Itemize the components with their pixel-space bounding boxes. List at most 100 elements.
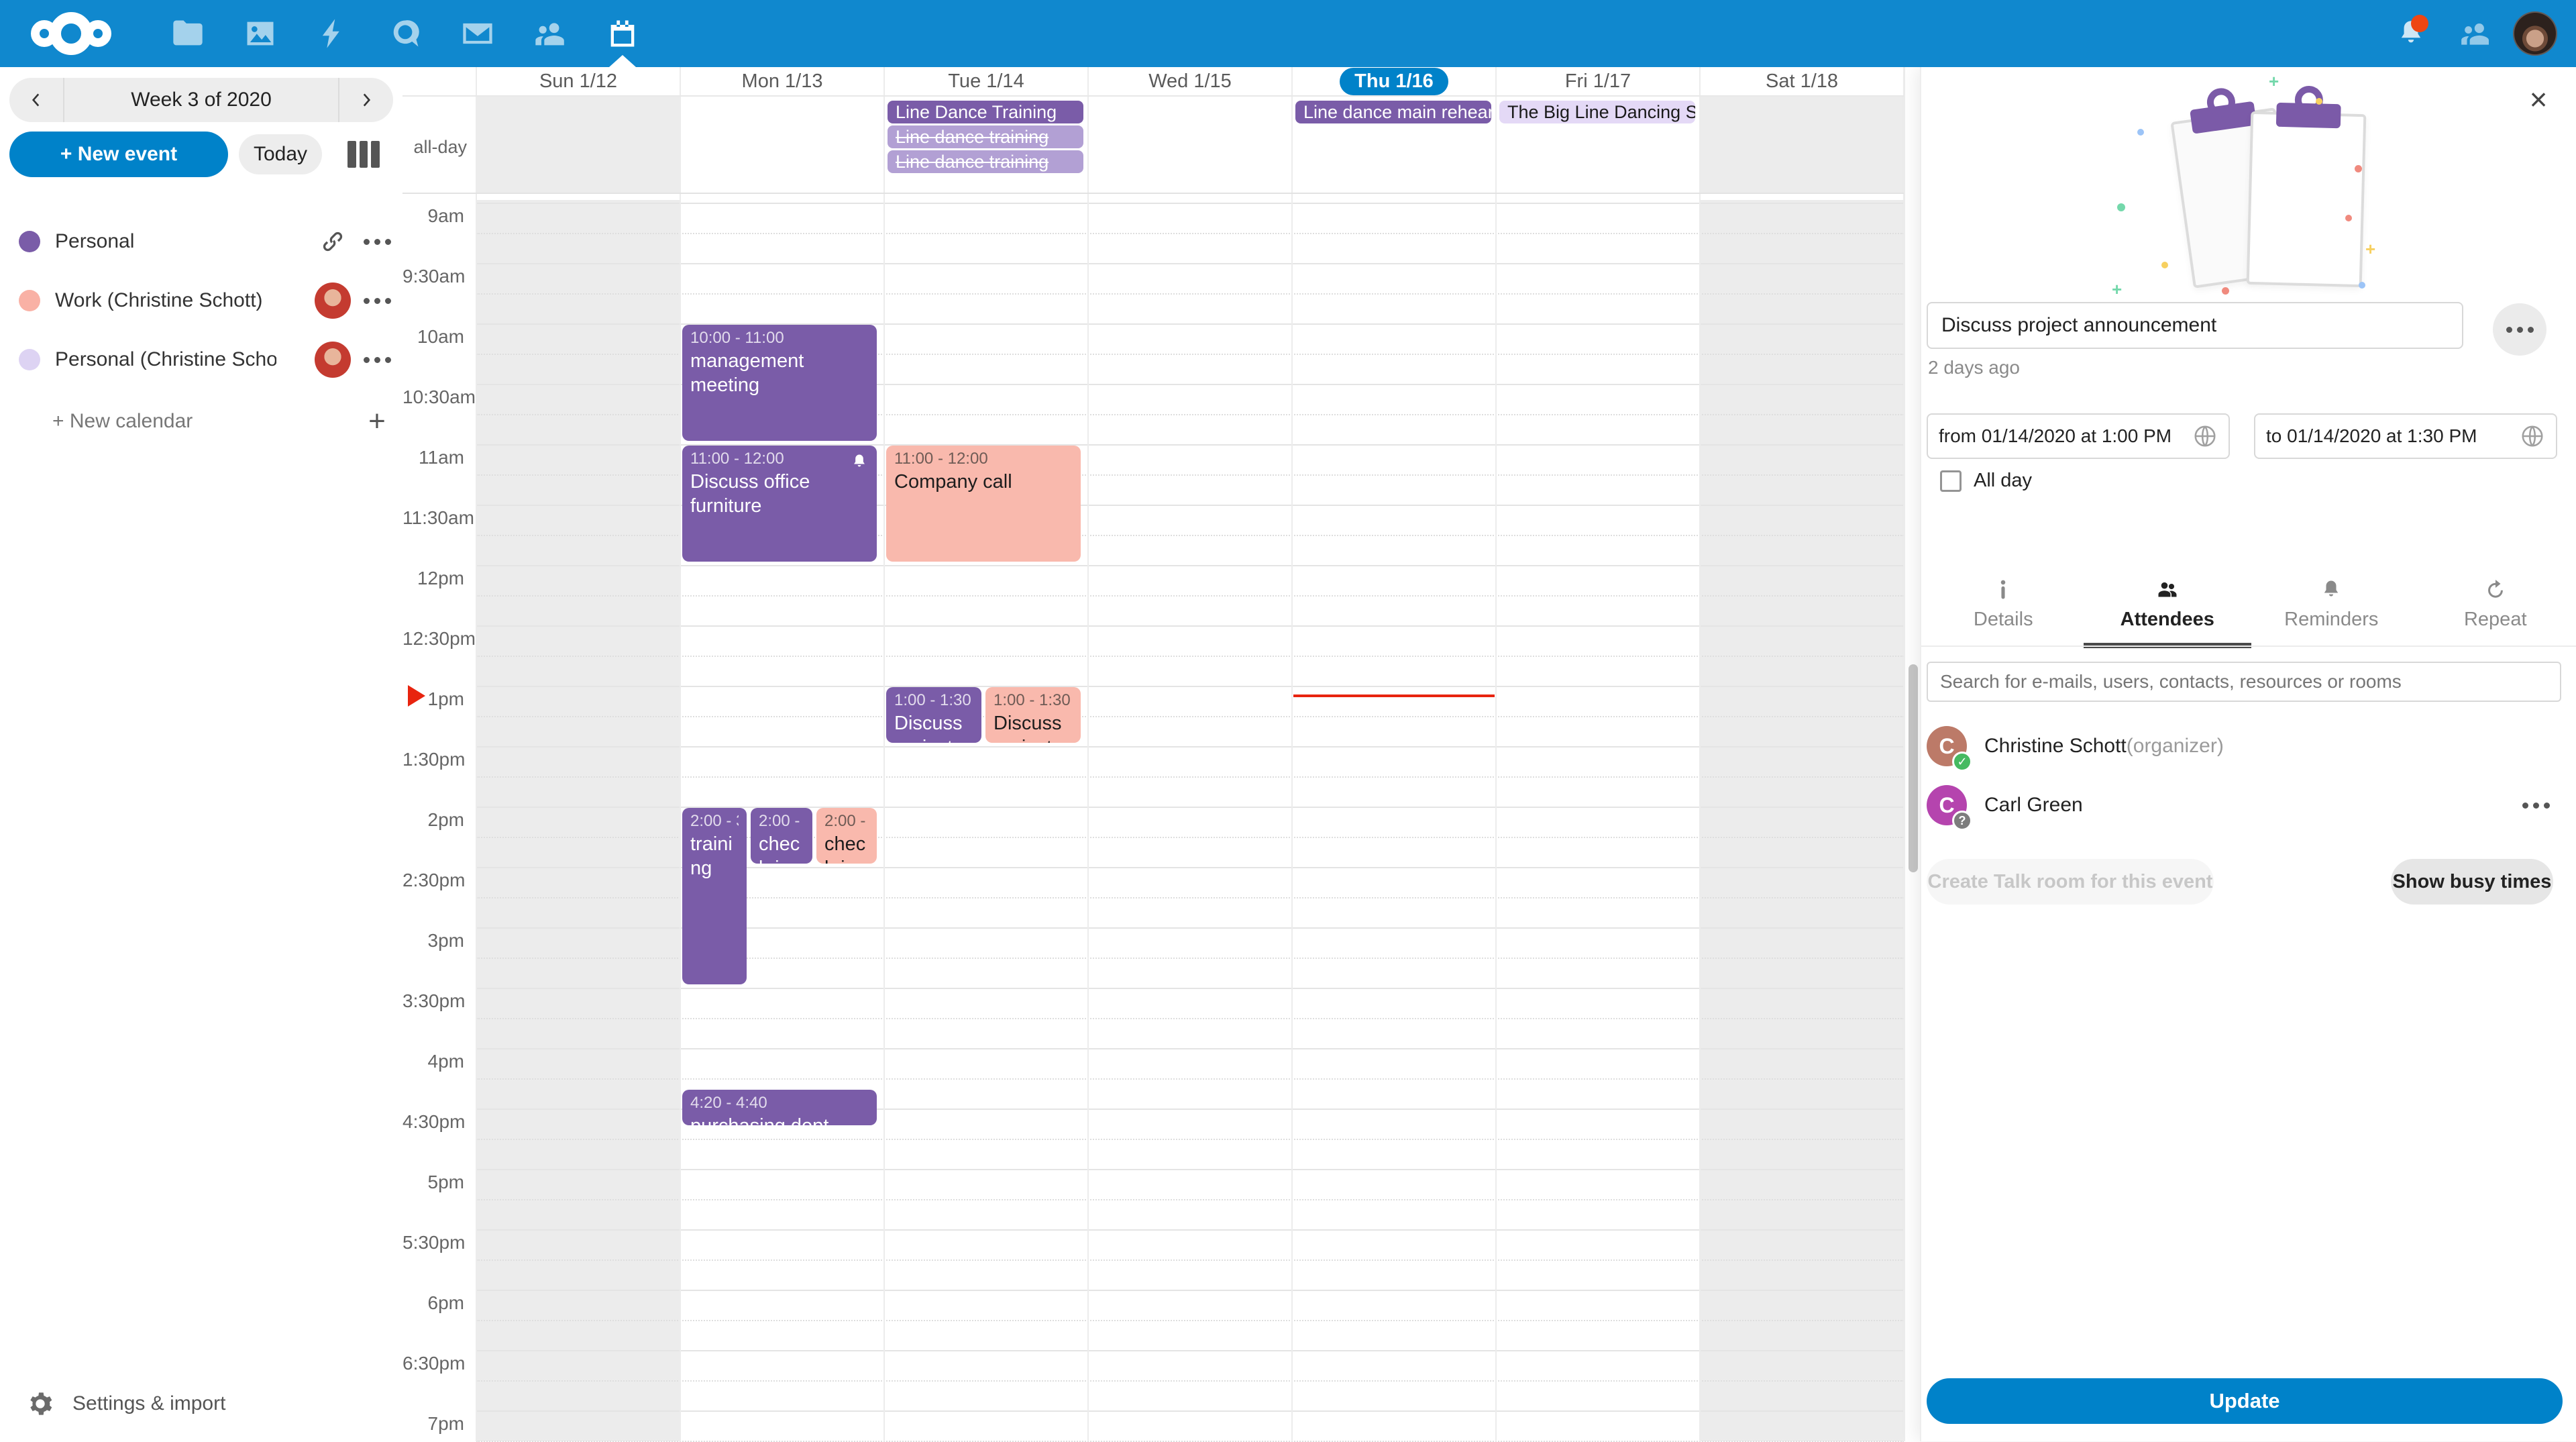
attendee-row[interactable]: C?Carl Green xyxy=(1927,781,2561,829)
allday-event[interactable]: Line Dance Training xyxy=(888,101,1083,123)
app-contacts-icon[interactable] xyxy=(514,0,586,67)
grid-line xyxy=(476,263,1904,264)
event-title-input[interactable] xyxy=(1927,302,2463,349)
week-label[interactable]: Week 3 of 2020 xyxy=(64,89,338,111)
allday-event[interactable]: The Big Line Dancing Show xyxy=(1499,101,1695,123)
calendar-color-dot xyxy=(19,349,40,370)
event-title: check-in xyxy=(824,832,869,864)
sidebar-calendar-work-christine-schott[interactable]: Work (Christine Schott) xyxy=(0,276,402,325)
day-header-5[interactable]: Fri 1/17 xyxy=(1496,67,1700,95)
clipboard-front xyxy=(2247,111,2367,287)
allday-event[interactable]: Line dance main rehearsal xyxy=(1295,101,1491,123)
time-label: 11am xyxy=(402,447,464,468)
grid-line xyxy=(476,233,1904,234)
event-time: 2:00 - 2:30 xyxy=(759,811,804,832)
show-busy-times-button[interactable]: Show busy times xyxy=(2391,859,2553,905)
all-day-toggle[interactable]: All day xyxy=(1928,470,2032,492)
new-calendar-button[interactable]: + New calendar+ xyxy=(0,397,402,446)
notifications-bell-icon[interactable] xyxy=(2379,0,2443,67)
event-actions-menu-button[interactable] xyxy=(2493,303,2546,356)
app-files-icon[interactable] xyxy=(152,0,224,67)
calendar-event[interactable]: 2:00 - 2:30check-in xyxy=(816,808,877,864)
active-app-pointer xyxy=(609,55,636,67)
sidebar-calendar-personal-christine-scho[interactable]: Personal (Christine Scho… xyxy=(0,336,402,384)
day-header-0[interactable]: Sun 1/12 xyxy=(476,67,680,95)
allday-event[interactable]: Line dance training xyxy=(888,125,1083,148)
all-day-checkbox[interactable] xyxy=(1940,470,1962,492)
column-border xyxy=(883,67,885,1441)
calendar-actions-icon[interactable] xyxy=(352,239,402,245)
scrollbar-thumb[interactable] xyxy=(1909,664,1918,872)
timezone-globe-icon[interactable] xyxy=(2192,423,2218,449)
share-link-icon[interactable] xyxy=(314,228,352,255)
grid-line xyxy=(476,1169,1904,1170)
grid-line xyxy=(476,656,1904,657)
attendee-row[interactable]: C✓Christine Schott(organizer) xyxy=(1927,722,2561,770)
contacts-menu-icon[interactable] xyxy=(2443,0,2508,67)
event-start-field[interactable]: from 01/14/2020 at 1:00 PM xyxy=(1927,413,2230,459)
day-header-2[interactable]: Tue 1/14 xyxy=(884,67,1088,95)
app-photos-icon[interactable] xyxy=(224,0,297,67)
day-header-3[interactable]: Wed 1/15 xyxy=(1088,67,1292,95)
day-header-4[interactable]: Thu 1/16 xyxy=(1292,67,1496,95)
view-toggle-icon[interactable] xyxy=(347,141,380,168)
day-header-1[interactable]: Mon 1/13 xyxy=(680,67,884,95)
event-title: Discuss project announcement xyxy=(894,711,973,743)
time-label: 1:30pm xyxy=(402,749,464,770)
allday-event[interactable]: Line dance training xyxy=(888,150,1083,173)
today-button[interactable]: Today xyxy=(239,134,322,174)
attendee-search-input[interactable] xyxy=(1927,662,2561,702)
sparkle-icon: + xyxy=(2112,279,2122,300)
tab-details[interactable]: Details xyxy=(1921,564,2086,644)
grid-line xyxy=(476,595,1904,597)
next-week-button[interactable] xyxy=(339,78,393,122)
time-label: 10am xyxy=(402,326,464,348)
sidebar-calendar-personal[interactable]: Personal xyxy=(0,217,402,266)
time-label: 10:30am xyxy=(402,387,464,408)
tab-attendees[interactable]: Attendees xyxy=(2086,564,2250,644)
sidebar: Week 3 of 2020 + New event Today Persona… xyxy=(0,67,402,1441)
calendar-event[interactable]: 2:00 - 3:30training xyxy=(682,808,747,984)
grid-line xyxy=(476,686,1904,687)
create-talk-room-button[interactable]: Create Talk room for this event xyxy=(1927,859,2214,905)
shared-by-avatar xyxy=(314,282,352,319)
close-icon[interactable]: × xyxy=(2521,82,2556,117)
attendee-actions-icon[interactable] xyxy=(2510,803,2561,809)
previous-week-button[interactable] xyxy=(9,78,63,122)
event-end-field[interactable]: to 01/14/2020 at 1:30 PM xyxy=(2254,413,2557,459)
calendar-color-dot xyxy=(19,231,40,252)
time-label: 9:30am xyxy=(402,266,464,287)
tab-reminders[interactable]: Reminders xyxy=(2249,564,2414,644)
timezone-globe-icon[interactable] xyxy=(2520,423,2545,449)
update-button[interactable]: Update xyxy=(1927,1378,2563,1424)
current-time-line xyxy=(1293,694,1495,697)
event-title: Discuss project xyxy=(994,711,1073,743)
app-calendar-icon[interactable] xyxy=(586,0,659,67)
attendees-people-icon xyxy=(2155,578,2180,602)
nextcloud-logo-icon[interactable] xyxy=(31,12,111,55)
calendar-actions-icon[interactable] xyxy=(352,298,402,304)
event-title: purchasing dept xyxy=(690,1114,869,1125)
tab-repeat[interactable]: Repeat xyxy=(2414,564,2576,644)
new-calendar-label: + New calendar xyxy=(52,410,193,433)
app-mail-icon[interactable] xyxy=(441,0,514,67)
app-talk-icon[interactable] xyxy=(369,0,441,67)
attendee-name: Christine Schott(organizer) xyxy=(1984,735,2224,758)
new-event-button[interactable]: + New event xyxy=(9,132,228,177)
time-label: 6:30pm xyxy=(402,1353,464,1374)
day-header-6[interactable]: Sat 1/18 xyxy=(1700,67,1904,95)
user-avatar[interactable] xyxy=(2513,11,2557,56)
grid-line xyxy=(476,293,1904,295)
calendar-event[interactable]: 4:20 - 4:40purchasing dept xyxy=(682,1090,877,1125)
settings-and-import[interactable]: Settings & import xyxy=(0,1382,402,1425)
app-activity-icon[interactable] xyxy=(297,0,369,67)
calendar-event[interactable]: 2:00 - 2:30check-in xyxy=(751,808,812,864)
calendar-scrollbar[interactable] xyxy=(1904,67,1920,1441)
calendar-actions-icon[interactable] xyxy=(352,357,402,363)
today-pill[interactable]: Thu 1/16 xyxy=(1340,68,1448,95)
